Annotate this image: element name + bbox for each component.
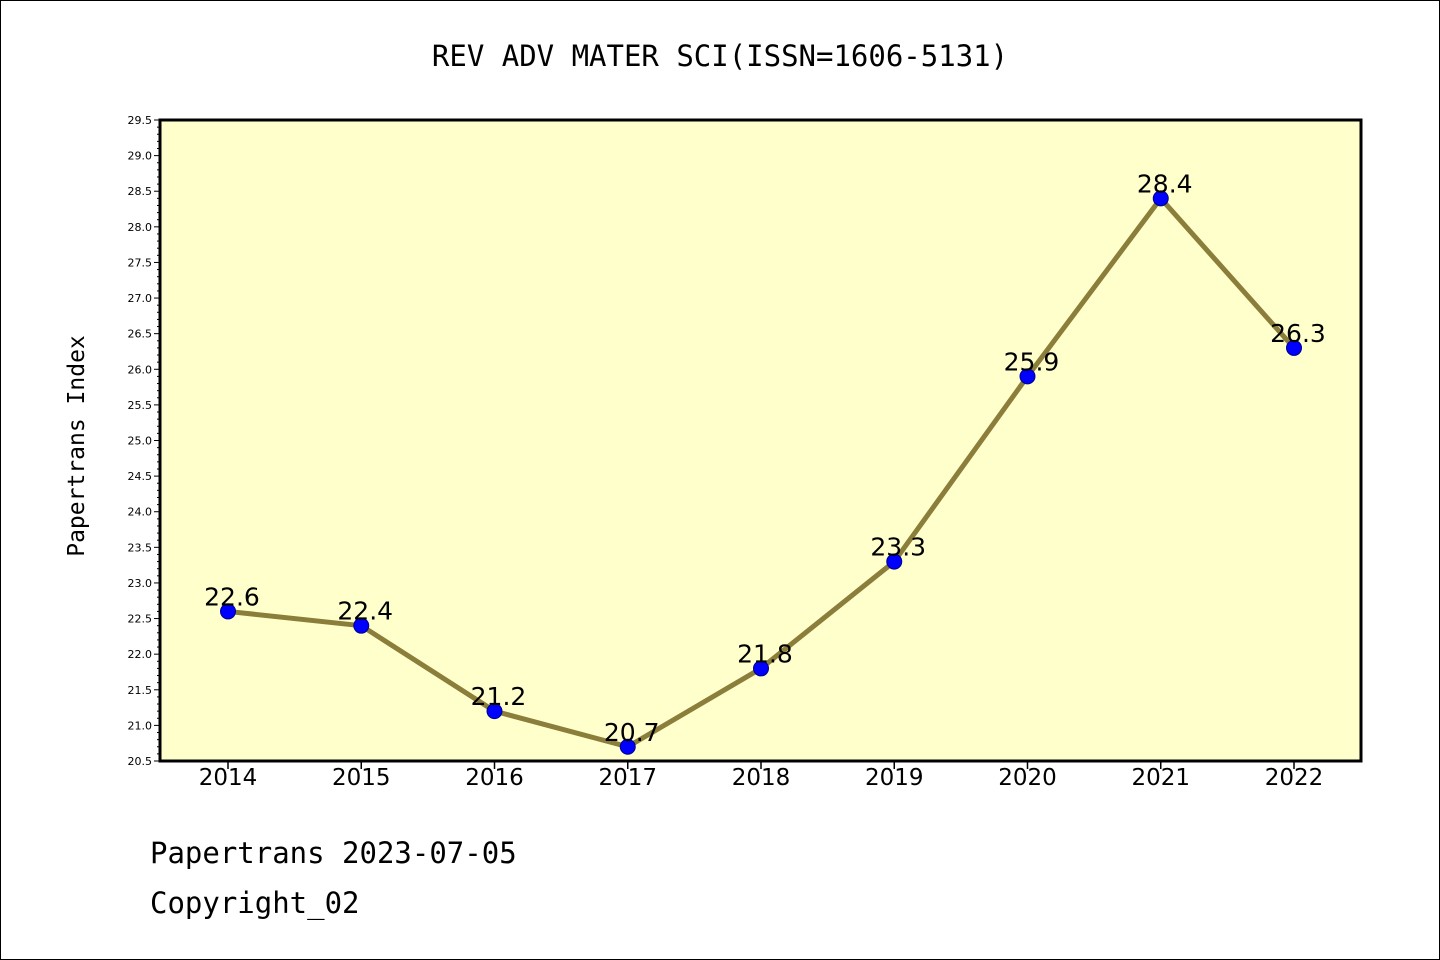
plot-area (158, 118, 1363, 763)
x-axis: 2014 2015 2016 2017 2018 2019 2020 2021 2022 (199, 761, 1324, 791)
x-tick-label: 2016 (465, 765, 524, 791)
data-label: 22.4 (337, 597, 393, 626)
data-points (220, 190, 1302, 755)
data-point-marker (753, 660, 769, 677)
y-tick-label: 29.5 (128, 114, 153, 127)
x-tick-label: 2018 (732, 765, 791, 791)
y-axis-label: Papertrans Index (64, 335, 90, 557)
y-tick-label: 20.5 (128, 755, 153, 768)
data-point-marker (886, 553, 903, 570)
y-tick-label: 23.5 (128, 541, 153, 554)
data-point-marker (353, 617, 370, 634)
data-label: 21.8 (737, 639, 793, 668)
x-tick-label: 2019 (865, 765, 924, 791)
x-tick-label: 2017 (598, 765, 657, 791)
footer-date-label: Papertrans 2023-07-05 (150, 836, 517, 870)
data-label: 23.3 (870, 533, 926, 562)
data-label: 26.3 (1270, 319, 1326, 348)
x-tick-label: 2021 (1131, 765, 1190, 791)
y-axis: 20.5 21.0 21.5 22.0 22.5 23.0 23.5 24.0 24.5 25.0… (128, 114, 160, 768)
data-point-marker (486, 703, 503, 720)
x-tick-label: 2015 (332, 765, 391, 791)
data-label: 21.2 (471, 682, 527, 711)
data-point-marker (1152, 190, 1169, 207)
y-tick-label: 26.0 (128, 363, 153, 376)
data-label: 22.6 (204, 582, 260, 611)
y-tick-label: 27.0 (128, 292, 153, 305)
data-labels: 22.6 22.4 21.2 20.7 21.8 23.3 25.9 28.4 26.3 (204, 169, 1326, 746)
data-point-marker (619, 738, 636, 755)
y-tick-label: 24.5 (128, 470, 153, 483)
x-tick-label: 2020 (998, 765, 1057, 791)
y-tick-label: 25.5 (128, 399, 153, 412)
data-label: 25.9 (1004, 347, 1060, 376)
y-tick-label: 27.5 (128, 256, 153, 269)
y-tick-label: 22.0 (128, 648, 153, 661)
chart-title: REV ADV MATER SCI(ISSN=1606-5131) (432, 39, 1008, 73)
data-label: 20.7 (604, 718, 660, 747)
data-label: 28.4 (1137, 169, 1193, 198)
y-tick-label: 28.0 (128, 221, 153, 234)
data-point-marker (1019, 368, 1036, 385)
y-tick-label: 22.5 (128, 613, 153, 626)
y-tick-label: 25.0 (128, 435, 153, 448)
footer-copyright-label: Copyright_02 (150, 886, 360, 920)
y-tick-label: 21.0 (128, 719, 153, 732)
x-tick-label: 2022 (1265, 765, 1324, 791)
y-tick-label: 24.0 (128, 506, 153, 519)
y-tick-label: 23.0 (128, 577, 153, 590)
data-point-marker (220, 603, 236, 620)
y-tick-label: 21.5 (128, 684, 153, 697)
x-tick-label: 2014 (199, 765, 258, 791)
data-point-marker (1286, 339, 1302, 356)
y-tick-label: 26.5 (128, 328, 153, 341)
y-tick-label: 28.5 (128, 185, 153, 198)
y-tick-label: 29.0 (128, 150, 153, 163)
